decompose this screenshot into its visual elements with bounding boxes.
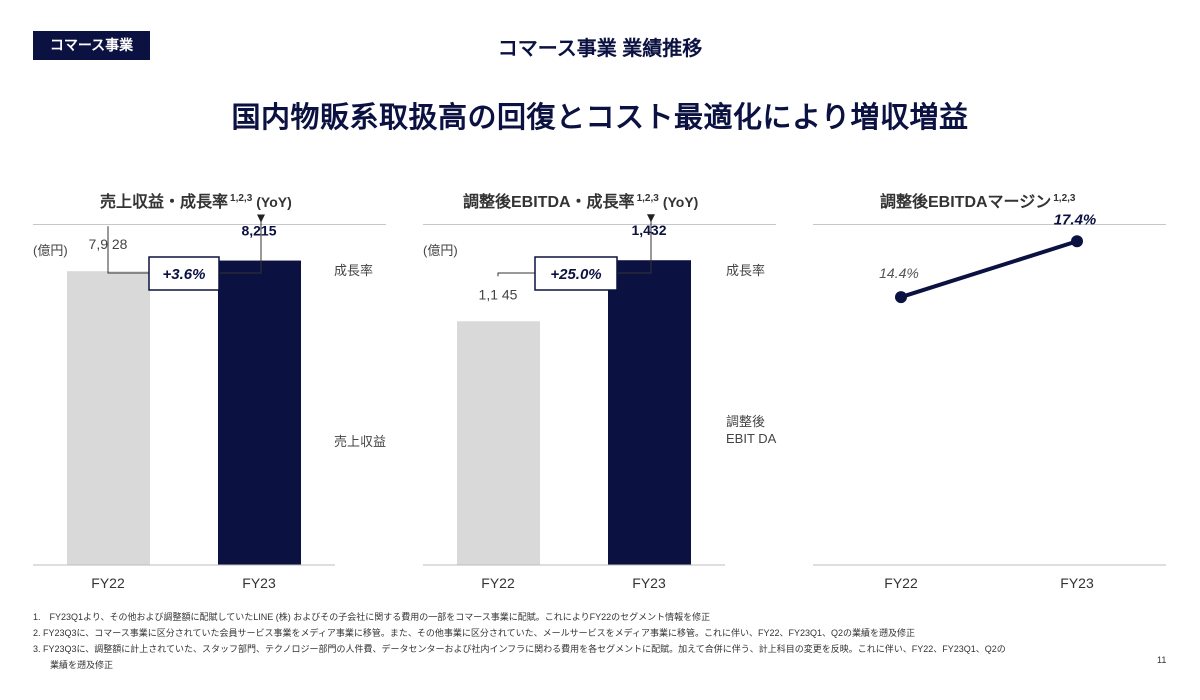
growth-side-label: 成長率 [334, 263, 374, 278]
bar-fy23 [218, 260, 301, 565]
footnote-2: 2. FY23Q3に、コマース事業に区分されていた会員サービス事業をメディア事業… [33, 628, 916, 638]
unit-label: (億円) [423, 243, 458, 258]
growth-arrowhead [647, 214, 655, 223]
bar-fy22 [457, 321, 540, 565]
footnote-1: 1. FY23Q1より、その他および調整額に配賦していたLINE (株) および… [33, 612, 711, 622]
bar-fy23 [608, 260, 691, 565]
headline: 国内物販系取扱高の回復とコスト最適化により増収増益 [231, 102, 969, 134]
growth-rate-label: +25.0% [550, 266, 601, 283]
bar-side-label-line: 調整後 [726, 414, 766, 429]
footnote-3: 3. FY23Q3に、調整額に計上されていた、スタッフ部門、テクノロジー部門の人… [33, 644, 1006, 654]
unit-label: (億円) [33, 243, 68, 258]
x-tick-label: FY23 [632, 575, 666, 591]
x-tick-label: FY23 [1060, 575, 1094, 591]
data-label: 1,432 [631, 222, 666, 238]
growth-box [148, 256, 220, 291]
footnote-3-continued: 業績を遡及修正 [50, 660, 114, 670]
margin-series-line [900, 239, 1078, 299]
data-label: 8,215 [241, 223, 276, 239]
panel-title-suffix: (YoY) [256, 194, 292, 210]
bar-side-label: 調整後 EBIT DA [726, 413, 776, 447]
panel-divider [33, 224, 386, 225]
bar-fy22 [67, 271, 150, 565]
page-title: コマース事業 業績推移 [497, 38, 703, 60]
bar-side-label: 売上収益 [334, 434, 387, 449]
panel-title-text: 売上収益・成長率 [100, 194, 229, 211]
panel-divider [813, 224, 1166, 225]
page-number: 11 [1157, 655, 1167, 665]
growth-arrowhead [257, 214, 265, 223]
data-label: 1,1 45 [479, 286, 518, 302]
growth-rate-label: +3.6% [163, 266, 206, 283]
panel-title-sup: 1,2,3 [230, 193, 253, 204]
bar-side-label-line: EBIT DA [726, 431, 777, 446]
panel-divider [423, 224, 776, 225]
panel-title-suffix: (YoY) [662, 194, 699, 210]
x-tick-label: FY22 [884, 575, 918, 591]
segment-tag: コマース事業 [33, 31, 150, 60]
x-tick-label: FY22 [481, 575, 515, 591]
panel-title-revenue: 売上収益・成長率 1,2,3 (YoY) [100, 188, 292, 212]
panel-title-text: 調整後EBITDAマージン [880, 194, 1052, 211]
panel-title-text: 調整後EBITDA・成長率 [463, 194, 635, 211]
footnotes: 1. FY23Q1より、その他および調整額に配賦していたLINE (株) および… [33, 609, 1133, 673]
x-tick-label: FY23 [242, 575, 276, 591]
growth-side-label: 成長率 [726, 263, 766, 278]
panel-title-margin: 調整後EBITDAマージン 1,2,3 [880, 188, 1076, 212]
panel-title-sup: 1,2,3 [1053, 193, 1076, 204]
data-label: 17.4% [1054, 211, 1097, 228]
margin-point-fy22 [895, 291, 907, 304]
data-label: 14.4% [879, 265, 919, 281]
panel-title-sup: 1,2,3 [636, 193, 659, 204]
x-tick-label: FY22 [91, 575, 125, 591]
panel-title-ebitda: 調整後EBITDA・成長率 1,2,3 (YoY) [463, 188, 698, 212]
growth-box [534, 256, 618, 291]
margin-point-fy23 [1071, 235, 1083, 248]
